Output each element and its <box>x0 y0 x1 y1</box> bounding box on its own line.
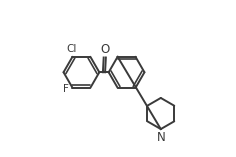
Text: Cl: Cl <box>67 44 77 54</box>
Text: F: F <box>63 84 69 94</box>
Text: O: O <box>100 43 110 56</box>
Text: N: N <box>156 131 165 144</box>
